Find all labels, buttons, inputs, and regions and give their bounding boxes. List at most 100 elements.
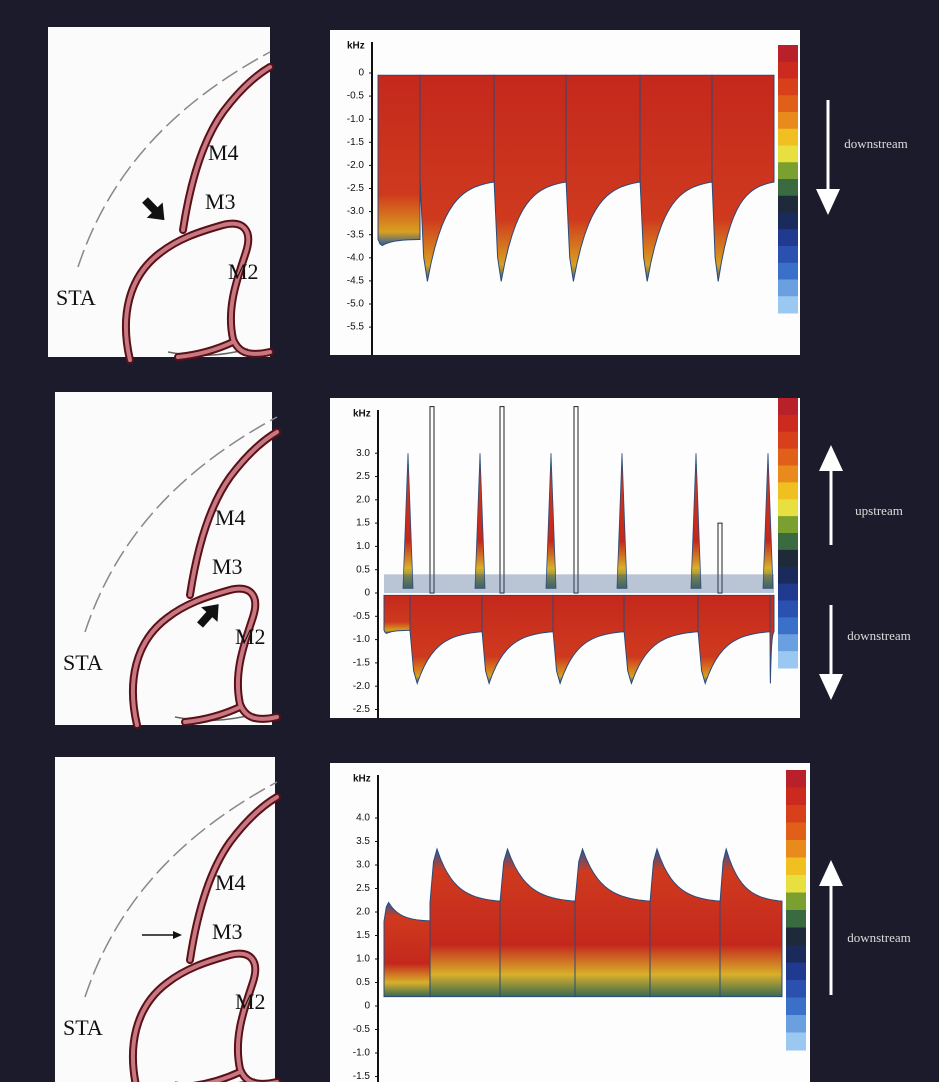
y-tick-label: -4.5	[347, 276, 365, 287]
vessel-diagram: M4 M3 M2 STA	[56, 51, 274, 364]
y-tick-label: 1.0	[356, 954, 370, 965]
y-tick-label: -3.0	[347, 206, 365, 217]
colorbar-cell	[778, 414, 798, 433]
y-tick-label: -5.5	[347, 322, 365, 333]
colorbar-cell	[778, 95, 798, 113]
y-tick-label: 4.0	[356, 813, 370, 824]
y-tick-label: -1.0	[353, 634, 371, 645]
vessel-diagram: M4 M3 M2 STA	[63, 416, 281, 729]
colorbar-cell	[778, 179, 798, 197]
colorbar-cell	[778, 482, 798, 500]
y-tick-label: 0.5	[356, 977, 370, 988]
spectral-envelope	[552, 594, 625, 685]
spectral-peak	[690, 453, 702, 589]
colorbar-cell	[786, 770, 806, 788]
colorbar-cell	[778, 617, 798, 635]
spectral-envelope	[383, 901, 431, 998]
vessel-label: STA	[56, 285, 96, 310]
y-tick-label: 1.5	[356, 518, 370, 529]
spectral-envelope	[623, 594, 699, 685]
colorbar-cell	[778, 448, 798, 466]
y-tick-label: -3.5	[347, 229, 365, 240]
pointer-arrow	[142, 197, 165, 221]
flow-direction-label: upstream	[855, 503, 903, 518]
colorbar-cell	[786, 1015, 806, 1033]
y-tick-label: 1.5	[356, 930, 370, 941]
colorbar-cell	[786, 927, 806, 946]
spectral-peak	[402, 453, 414, 589]
flow-direction-label: downstream	[847, 930, 911, 945]
colorbar-cell	[778, 634, 798, 652]
y-tick-label: 0	[364, 588, 370, 599]
spectral-envelope	[649, 847, 721, 998]
colorbar-cell	[786, 857, 806, 876]
flow-direction-label: downstream	[847, 628, 911, 643]
colorbar-cell	[778, 583, 798, 601]
outer-arc	[84, 781, 278, 998]
colorbar-cell	[778, 78, 798, 96]
colorbar-cell	[778, 465, 798, 483]
spectral-envelope	[499, 847, 576, 998]
spectral-envelope	[697, 594, 771, 685]
flow-arrow-head	[819, 860, 843, 886]
spectral-peak	[762, 453, 774, 589]
y-tick-label: -2.0	[353, 681, 371, 692]
y-tick-label: 0	[358, 68, 364, 79]
colorbar-cell	[786, 945, 806, 963]
artifact-spike	[429, 406, 435, 594]
colorbar-cell	[778, 162, 798, 180]
vessel-label: M4	[215, 870, 246, 895]
y-tick-label: 3.0	[356, 448, 370, 459]
y-tick-label: 3.5	[356, 836, 370, 847]
flow-arrow-head	[819, 445, 843, 471]
colorbar-cell	[778, 566, 798, 585]
y-tick-label: 2.0	[356, 907, 370, 918]
colorbar-cell	[786, 910, 806, 928]
spectral-envelope	[409, 594, 483, 685]
y-tick-label: 2.5	[356, 883, 370, 894]
outer-arc	[77, 51, 271, 268]
vessel-label: M3	[212, 919, 243, 944]
pointer-arrow	[197, 604, 219, 628]
spectral-envelope	[565, 74, 641, 282]
spectral-peak	[474, 453, 486, 589]
colorbar-cell	[778, 212, 798, 230]
flow-arrow-head	[819, 674, 843, 700]
colorbar-cell	[778, 296, 798, 314]
vessel-diagram: M4 M3 M2 STA	[63, 781, 281, 1082]
spectral-envelope	[493, 74, 567, 282]
spectral-envelope	[719, 847, 783, 998]
y-tick-label: -0.5	[347, 91, 365, 102]
spectral-envelope	[639, 74, 713, 282]
axis-unit: kHz	[353, 774, 371, 785]
colorbar-cell	[778, 398, 798, 416]
artifact-spike	[499, 406, 505, 594]
colorbar-cell	[786, 962, 806, 981]
vessel-label: M4	[208, 140, 239, 165]
y-tick-label: -2.5	[347, 183, 365, 194]
vessel-label: M3	[212, 554, 243, 579]
colorbar-cell	[778, 499, 798, 517]
y-tick-label: 0	[364, 1001, 370, 1012]
y-tick-label: -0.5	[353, 1024, 371, 1035]
colorbar-cell	[778, 195, 798, 213]
y-tick-label: -1.5	[347, 137, 365, 148]
colorbar-cell	[786, 980, 806, 998]
colorbar-cell	[778, 549, 798, 568]
spectral-peak	[545, 453, 557, 589]
y-tick-label: -0.5	[353, 611, 371, 622]
spectral-envelope	[419, 74, 495, 282]
baseline-noise	[384, 574, 774, 593]
pointer-head	[173, 931, 182, 939]
colorbar-cell	[786, 787, 806, 806]
colorbar-cell	[786, 892, 806, 911]
y-tick-label: -1.0	[347, 114, 365, 125]
colorbar-cell	[786, 822, 806, 841]
vessel-label: M4	[215, 505, 246, 530]
colorbar-cell	[778, 279, 798, 297]
y-tick-label: -5.0	[347, 299, 365, 310]
flow-arrow-head	[816, 189, 840, 215]
colorbar-cell	[786, 1032, 806, 1051]
colorbar-cell	[778, 533, 798, 551]
y-tick-label: -2.0	[347, 160, 365, 171]
